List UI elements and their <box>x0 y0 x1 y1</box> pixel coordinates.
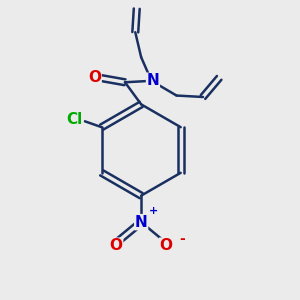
Text: N: N <box>147 73 159 88</box>
Text: -: - <box>179 232 185 246</box>
Text: Cl: Cl <box>66 112 83 127</box>
Text: N: N <box>135 214 148 230</box>
Text: O: O <box>160 238 173 253</box>
Text: O: O <box>110 238 123 253</box>
Text: O: O <box>88 70 101 85</box>
Text: +: + <box>148 206 158 216</box>
